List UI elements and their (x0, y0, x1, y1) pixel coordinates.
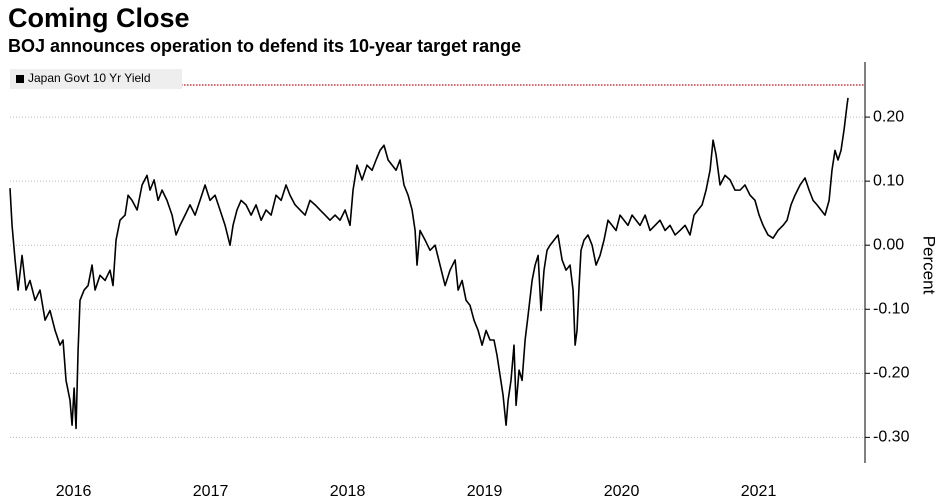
y-tick-label: -0.20 (873, 365, 910, 382)
y-tick-label: -0.10 (873, 300, 910, 317)
x-tick-label: 2020 (604, 483, 640, 500)
legend-label: Japan Govt 10 Yr Yield (28, 71, 151, 85)
y-tick-label: 0.10 (873, 172, 904, 189)
x-tick-label: 2019 (467, 483, 503, 500)
series-line (9, 97, 849, 430)
x-tick-label: 2016 (56, 483, 92, 500)
y-tick-label: 0.00 (873, 236, 904, 253)
chart-title: Coming Close (8, 3, 190, 33)
x-tick-label: 2017 (193, 483, 229, 500)
y-axis-label: Percent (920, 236, 939, 295)
legend-swatch (16, 75, 24, 83)
chart-subtitle: BOJ announces operation to defend its 10… (8, 36, 521, 56)
legend-box (10, 69, 182, 89)
y-tick-label: 0.20 (873, 108, 904, 125)
y-tick-label: -0.30 (873, 429, 910, 446)
x-tick-label: 2018 (330, 483, 366, 500)
x-tick-label: 2021 (741, 483, 777, 500)
